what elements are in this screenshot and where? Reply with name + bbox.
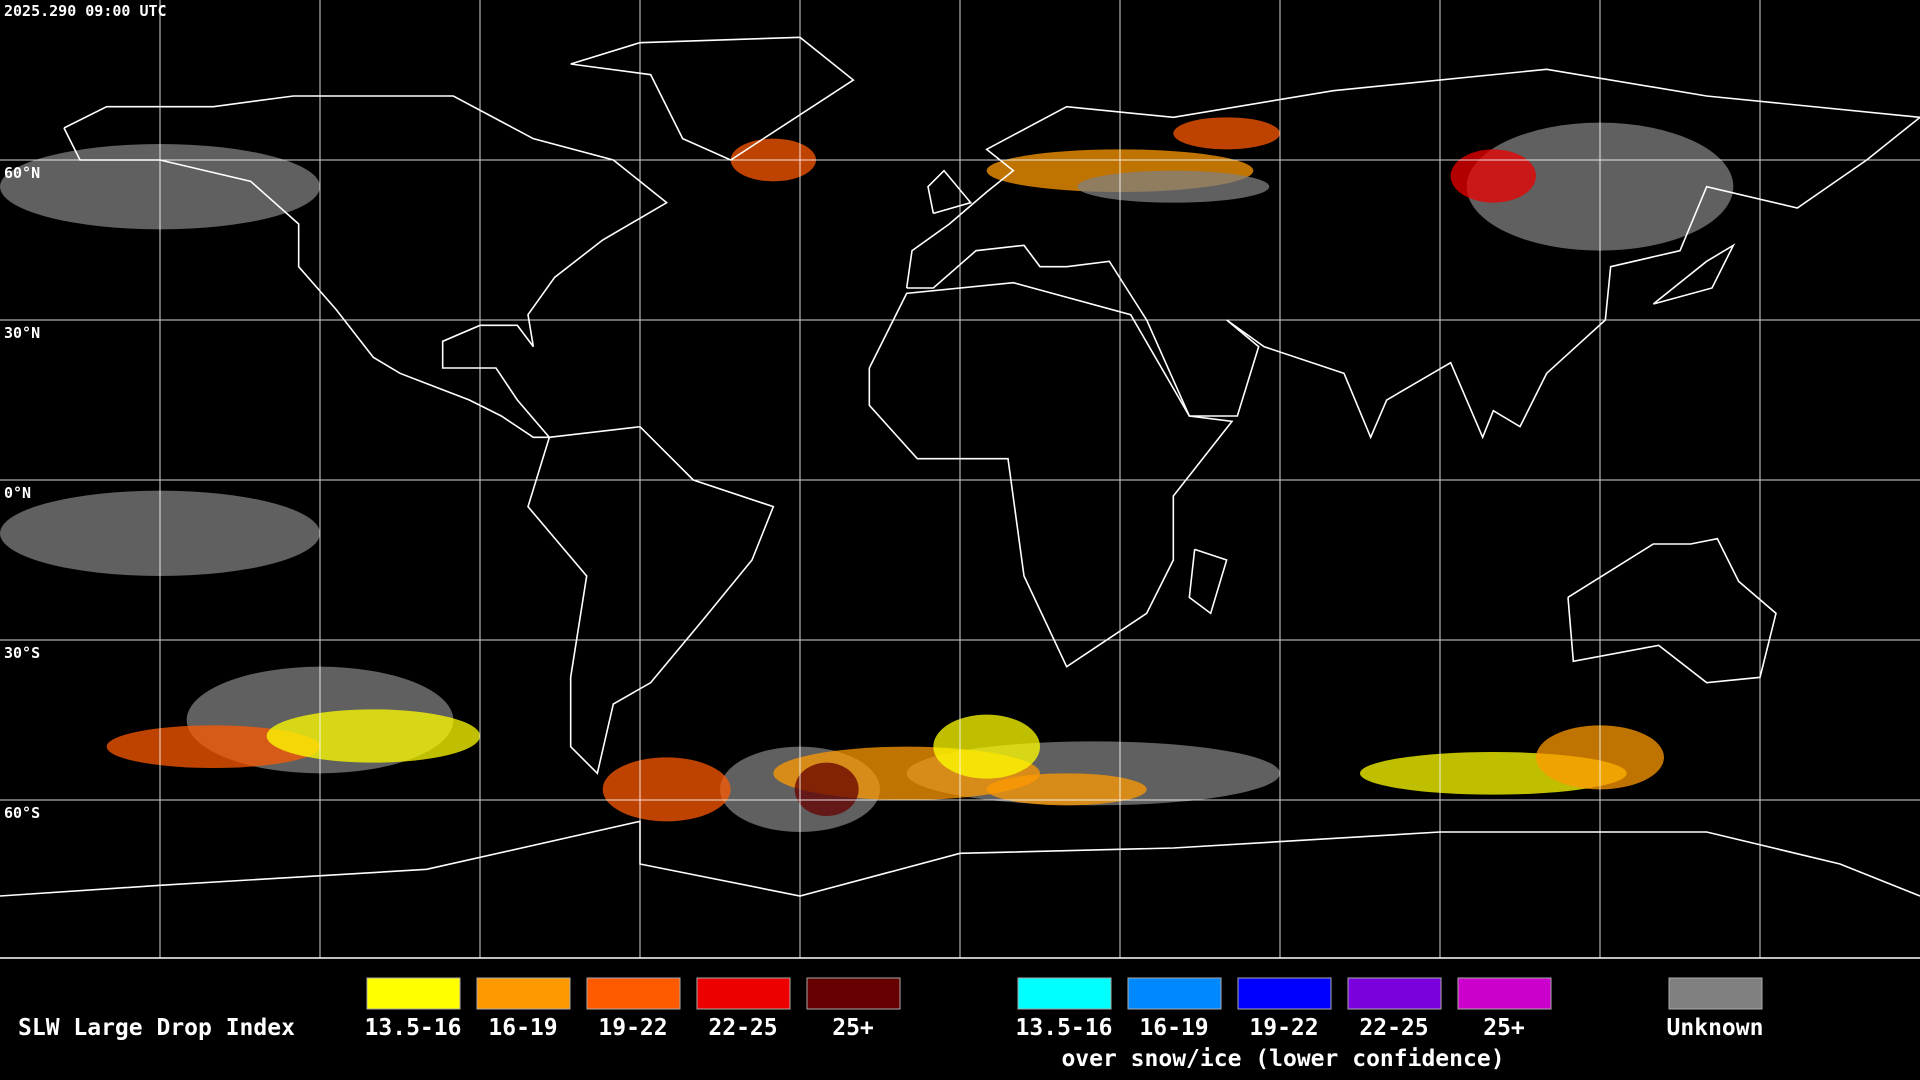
cloud-area xyxy=(986,773,1147,806)
latitude-labels: 60°N 30°N 0°N 30°S 60°S xyxy=(4,164,40,822)
legend-label: 19-22 xyxy=(598,1015,667,1041)
legend-caption: over snow/ice (lower confidence) xyxy=(1061,1046,1504,1072)
latitude-label: 30°S xyxy=(4,644,40,662)
latitude-label: 60°N xyxy=(4,164,40,182)
legend-swatch xyxy=(1668,977,1763,1010)
legend-label: 13.5-16 xyxy=(365,1015,462,1041)
legend-label: 19-22 xyxy=(1249,1015,1318,1041)
legend-label: 13.5-16 xyxy=(1016,1015,1113,1041)
legend-swatch xyxy=(1127,977,1222,1010)
coastline xyxy=(1188,548,1228,615)
cloud-area xyxy=(794,762,859,816)
coastline xyxy=(905,68,1920,440)
coastline xyxy=(0,820,1920,897)
legend-label: 22-25 xyxy=(708,1015,777,1041)
coastline xyxy=(868,281,1234,668)
legend-swatch xyxy=(586,977,681,1010)
graticule xyxy=(0,0,1920,958)
legend-title: SLW Large Drop Index xyxy=(18,1015,295,1041)
coastline xyxy=(1652,243,1736,305)
latitude-label: 0°N xyxy=(4,484,31,502)
coastline xyxy=(1567,537,1777,684)
legend-label: Unknown xyxy=(1667,1015,1764,1041)
cloud-area xyxy=(602,757,731,822)
legend-label: 22-25 xyxy=(1359,1015,1428,1041)
cloud-area xyxy=(1173,117,1280,150)
legend-swatch xyxy=(696,977,791,1010)
coastline xyxy=(927,169,973,215)
latitude-label: 60°S xyxy=(4,804,40,822)
cloud-area xyxy=(933,714,1040,779)
legend-swatch xyxy=(476,977,571,1010)
latitude-label: 30°N xyxy=(4,324,40,342)
coastline xyxy=(63,95,669,439)
cloud-area xyxy=(1077,170,1270,203)
legend-swatch xyxy=(366,977,461,1010)
legend-swatch xyxy=(1237,977,1332,1010)
coastline xyxy=(570,36,855,161)
coastline xyxy=(527,425,775,775)
legend-label: 16-19 xyxy=(1139,1015,1208,1041)
cloud-area xyxy=(1450,149,1537,203)
legend-swatch xyxy=(1347,977,1442,1010)
legend-label: 25+ xyxy=(832,1015,874,1041)
legend-label: 16-19 xyxy=(488,1015,557,1041)
coastlines xyxy=(0,36,1920,897)
legend-swatch xyxy=(806,977,901,1010)
timestamp: 2025.290 09:00 UTC xyxy=(4,2,167,20)
legend: SLW Large Drop Index over snow/ice (lowe… xyxy=(18,977,1764,1072)
cloud-area xyxy=(266,709,480,763)
legend-swatch xyxy=(1457,977,1552,1010)
legend-label: 25+ xyxy=(1483,1015,1525,1041)
legend-swatch xyxy=(1017,977,1112,1010)
